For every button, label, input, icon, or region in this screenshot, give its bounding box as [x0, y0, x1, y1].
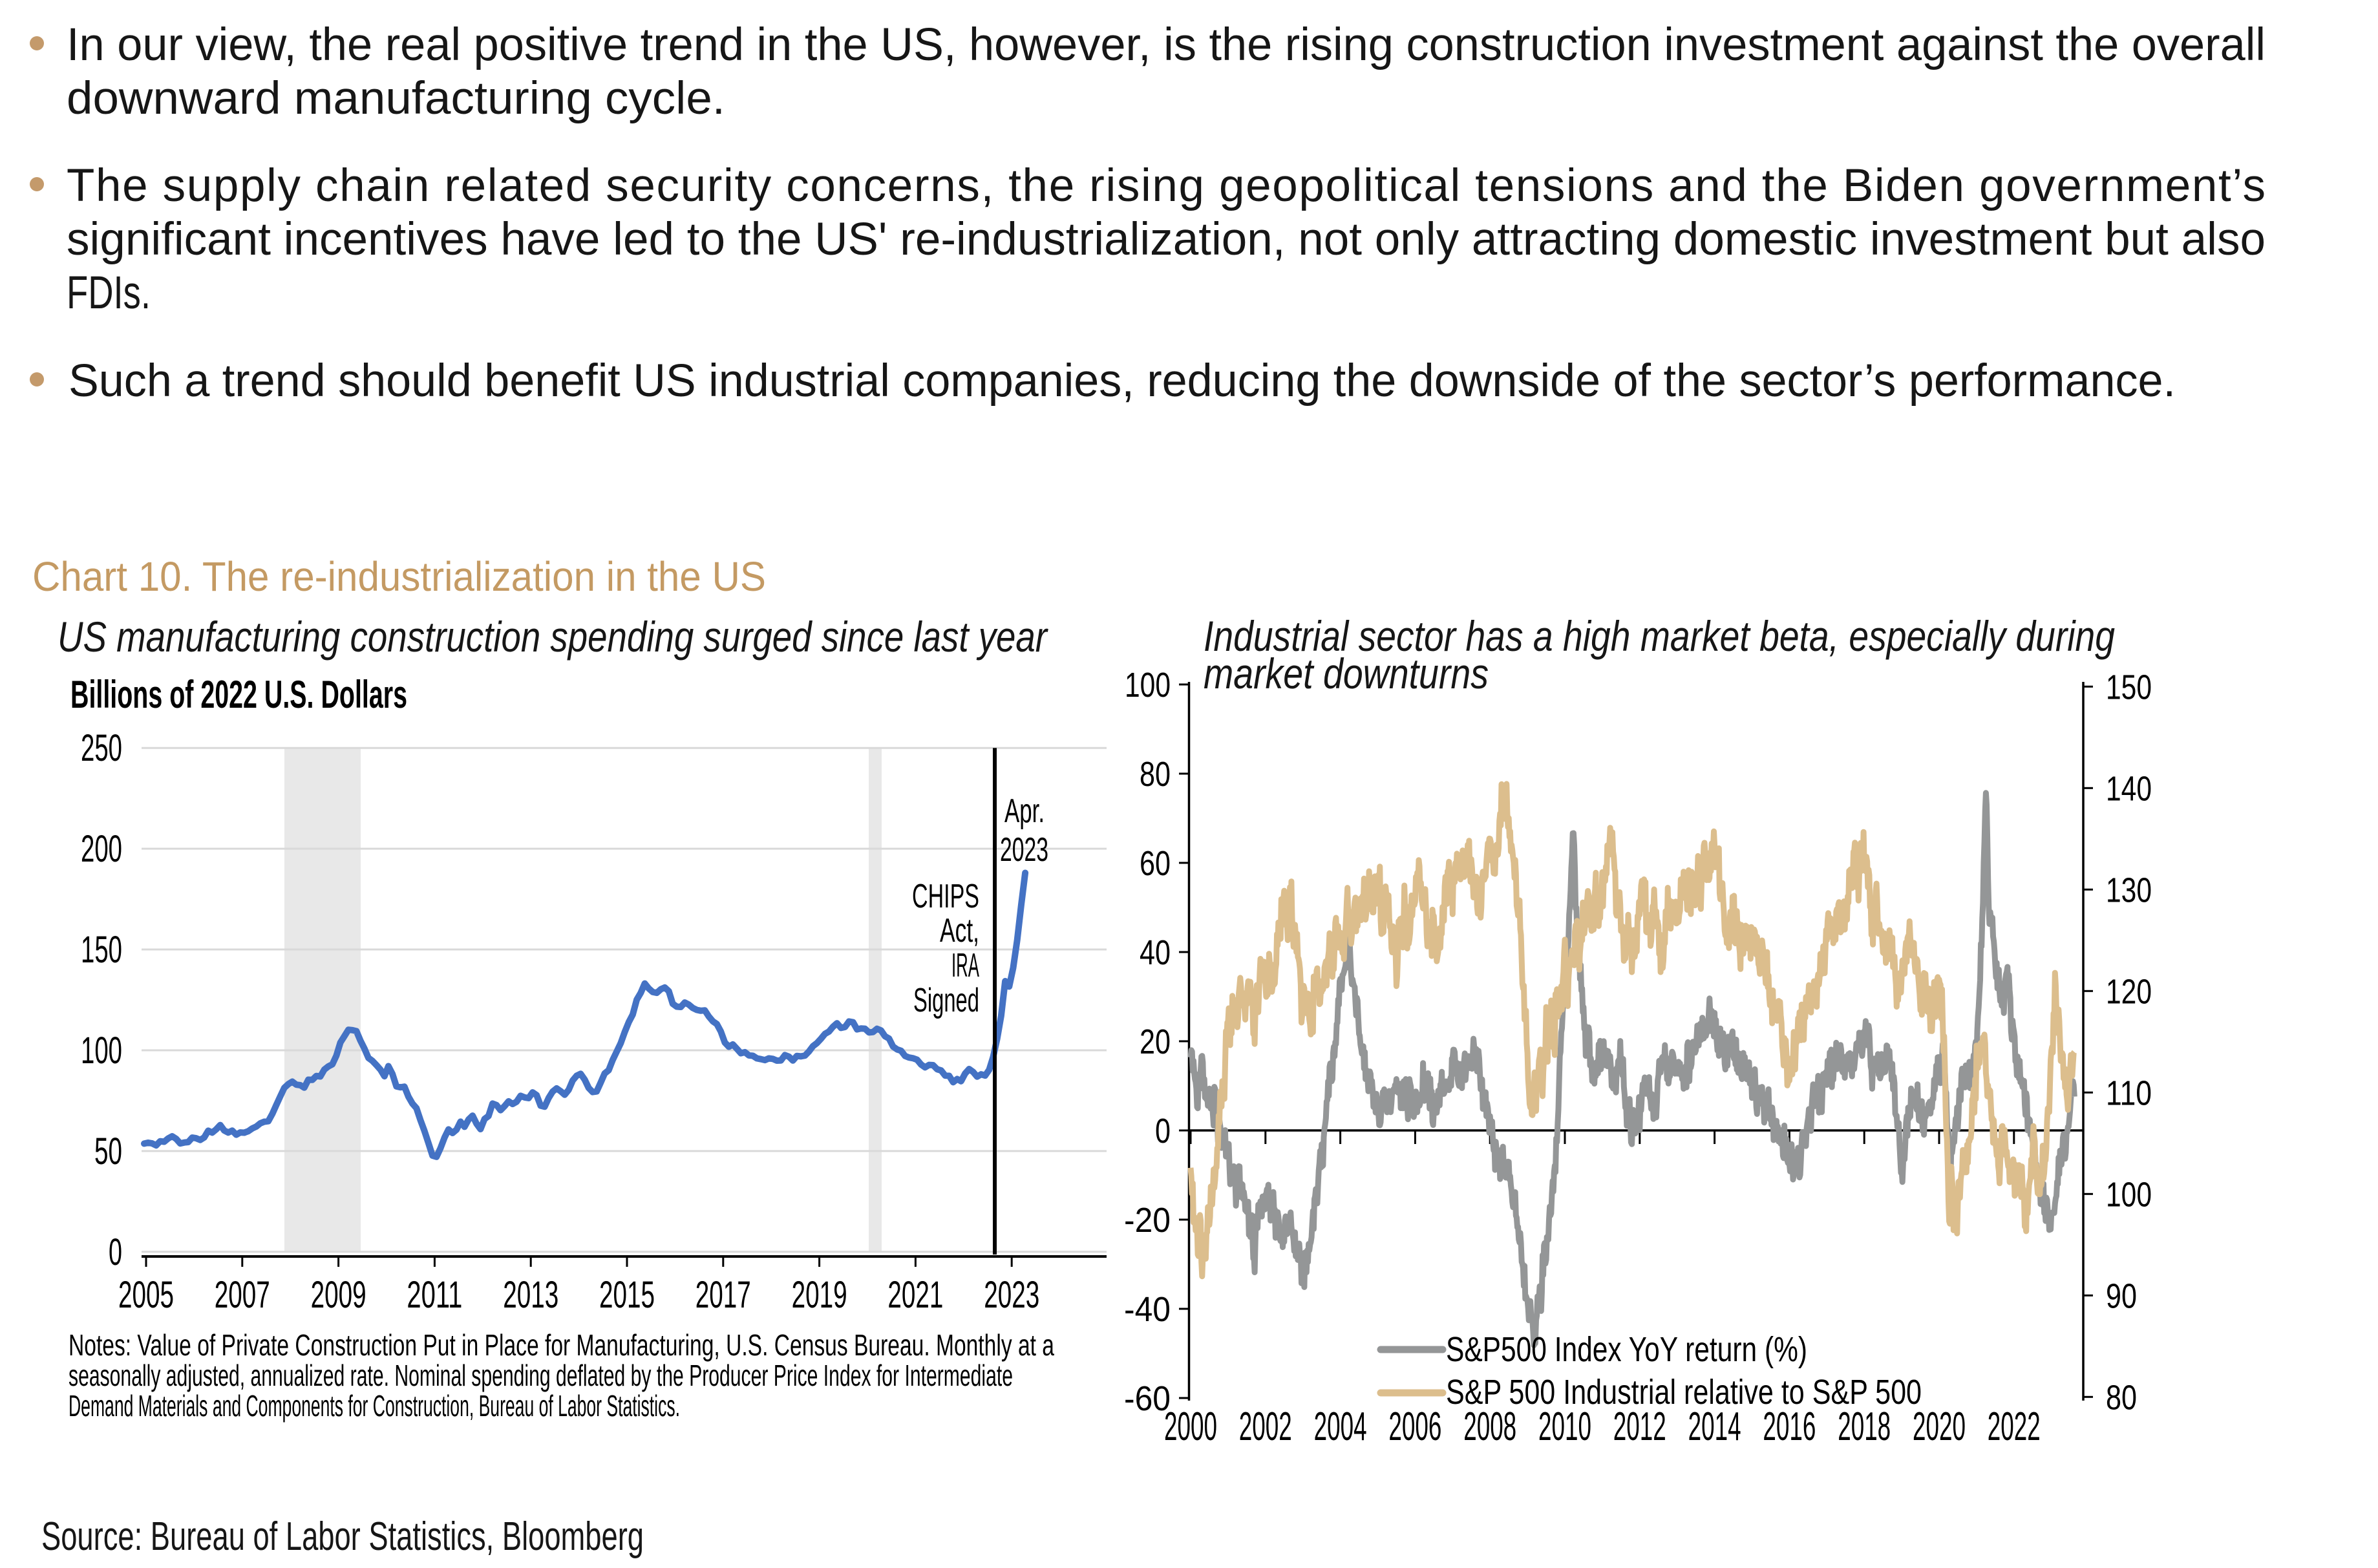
svg-text:The supply chain related secur: The supply chain related security concer…	[67, 160, 2266, 211]
svg-text:0: 0	[1155, 1112, 1171, 1150]
svg-text:50: 50	[94, 1130, 122, 1172]
svg-text:250: 250	[81, 727, 122, 769]
svg-text:Billions of 2022 U.S. Dollars: Billions of 2022 U.S. Dollars	[70, 673, 407, 716]
svg-text:60: 60	[1140, 844, 1171, 883]
svg-text:2021: 2021	[887, 1274, 943, 1316]
svg-text:US manufacturing construction: US manufacturing construction spending s…	[58, 613, 1049, 661]
svg-text:2007: 2007	[215, 1274, 270, 1316]
svg-text:90: 90	[2106, 1277, 2137, 1315]
svg-text:2011: 2011	[407, 1274, 462, 1316]
svg-text:100: 100	[81, 1030, 122, 1072]
svg-text:Chart 10. The re-industrializa: Chart 10. The re-industrialization in th…	[32, 553, 766, 600]
svg-text:150: 150	[2106, 668, 2152, 706]
svg-text:2009: 2009	[311, 1274, 366, 1316]
svg-text:80: 80	[1140, 755, 1171, 794]
svg-text:CHIPS: CHIPS	[912, 878, 979, 915]
svg-text:150: 150	[81, 929, 122, 971]
svg-text:110: 110	[2106, 1074, 2152, 1112]
svg-text:100: 100	[2106, 1175, 2152, 1214]
svg-text:2013: 2013	[503, 1274, 558, 1316]
svg-text:2002: 2002	[1239, 1404, 1292, 1449]
svg-text:2023: 2023	[984, 1274, 1039, 1316]
svg-text:0: 0	[109, 1231, 122, 1273]
svg-text:2010: 2010	[1538, 1404, 1591, 1449]
svg-text:120: 120	[2106, 972, 2152, 1011]
svg-text:FDIs.: FDIs.	[67, 268, 151, 319]
svg-text:130: 130	[2106, 871, 2152, 909]
svg-text:2016: 2016	[1763, 1404, 1816, 1449]
svg-text:2005: 2005	[118, 1274, 174, 1316]
svg-text:2008: 2008	[1463, 1404, 1516, 1449]
svg-text:Demand Materials and Component: Demand Materials and Components for Cons…	[69, 1389, 680, 1423]
svg-text:2004: 2004	[1314, 1404, 1367, 1449]
svg-text:Industrial sector has a high m: Industrial sector has a high market beta…	[1204, 612, 2115, 660]
svg-text:80: 80	[2106, 1378, 2137, 1417]
svg-text:-40: -40	[1124, 1290, 1171, 1329]
svg-text:-60: -60	[1124, 1379, 1171, 1418]
svg-text:Signed: Signed	[913, 982, 979, 1019]
svg-text:100: 100	[1125, 666, 1171, 705]
svg-text:Source: Bureau of Labor Statis: Source: Bureau of Labor Statistics, Bloo…	[41, 1514, 644, 1559]
svg-text:2014: 2014	[1688, 1404, 1741, 1449]
svg-text:2023: 2023	[1000, 831, 1048, 869]
svg-text:IRA: IRA	[951, 947, 979, 984]
svg-text:Notes: Value of Private Constr: Notes: Value of Private Construction Put…	[69, 1328, 1054, 1362]
svg-text:seasonally adjusted, annualize: seasonally adjusted, annualized rate. No…	[69, 1359, 1013, 1392]
svg-text:2000: 2000	[1164, 1404, 1217, 1449]
svg-text:In our view, the real positive: In our view, the real positive trend in …	[67, 19, 2266, 70]
svg-text:S&P500 Index YoY return (%): S&P500 Index YoY return (%)	[1446, 1330, 1807, 1369]
svg-text:S&P 500 Industrial relative to: S&P 500 Industrial relative to S&P 500	[1446, 1373, 1922, 1412]
svg-text:2015: 2015	[599, 1274, 655, 1316]
svg-text:Act,: Act,	[940, 912, 979, 949]
svg-text:2006: 2006	[1388, 1404, 1441, 1449]
svg-text:significant incentives have le: significant incentives have led to the U…	[67, 214, 2266, 265]
svg-text:-20: -20	[1124, 1201, 1171, 1240]
svg-text:Such a trend should benefit US: Such a trend should benefit US industria…	[69, 355, 2176, 407]
svg-text:2019: 2019	[792, 1274, 847, 1316]
svg-text:Apr.: Apr.	[1004, 792, 1045, 830]
svg-text:2017: 2017	[695, 1274, 751, 1316]
svg-text:2020: 2020	[1913, 1404, 1966, 1449]
svg-text:market downturns: market downturns	[1204, 650, 1489, 697]
svg-text:20: 20	[1140, 1022, 1171, 1061]
svg-text:200: 200	[81, 828, 122, 870]
svg-text:2012: 2012	[1613, 1404, 1666, 1449]
svg-text:40: 40	[1140, 933, 1171, 972]
svg-text:140: 140	[2106, 769, 2152, 808]
svg-text:downward manufacturing cycle.: downward manufacturing cycle.	[67, 73, 725, 124]
svg-text:2018: 2018	[1838, 1404, 1891, 1449]
svg-text:2022: 2022	[1988, 1404, 2041, 1449]
